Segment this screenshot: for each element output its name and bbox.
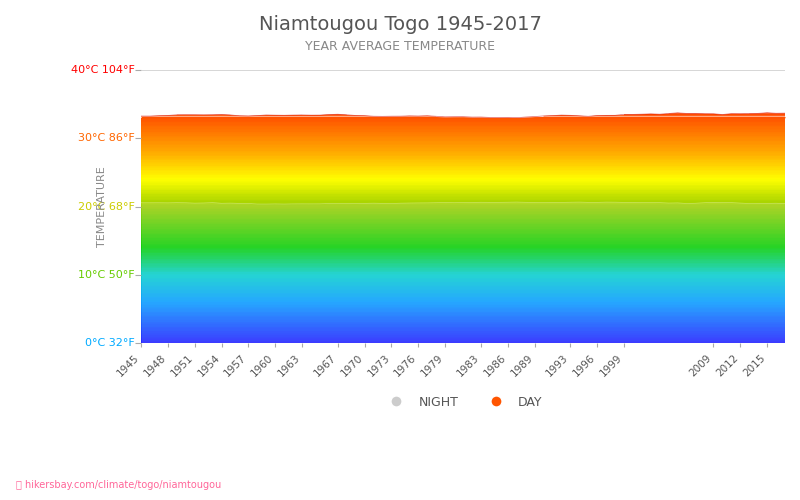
Text: YEAR AVERAGE TEMPERATURE: YEAR AVERAGE TEMPERATURE (305, 40, 495, 53)
Text: 30°C 86°F: 30°C 86°F (78, 134, 134, 143)
Text: 🌍 hikersbay.com/climate/togo/niamtougou: 🌍 hikersbay.com/climate/togo/niamtougou (16, 480, 222, 490)
Text: TEMPERATURE: TEMPERATURE (98, 166, 107, 247)
Text: 40°C 104°F: 40°C 104°F (70, 65, 134, 75)
Text: 0°C 32°F: 0°C 32°F (85, 338, 134, 348)
Text: 10°C 50°F: 10°C 50°F (78, 270, 134, 280)
Text: 20°C 68°F: 20°C 68°F (78, 202, 134, 211)
Legend: NIGHT, DAY: NIGHT, DAY (378, 391, 548, 414)
Text: Niamtougou Togo 1945-2017: Niamtougou Togo 1945-2017 (258, 15, 542, 34)
